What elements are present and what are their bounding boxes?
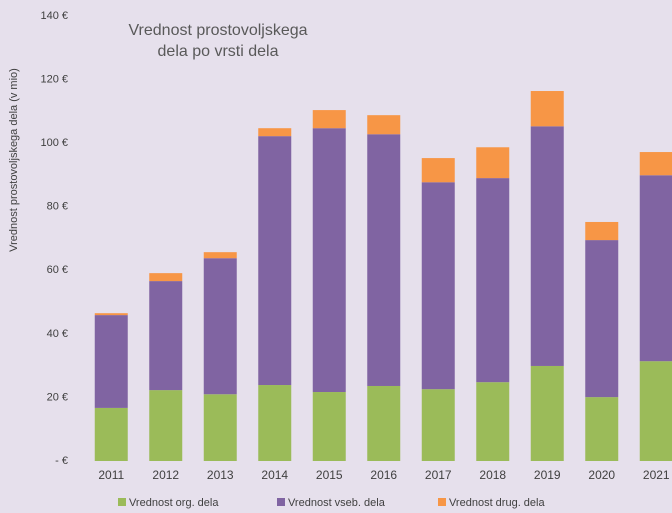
bar-segment — [94, 313, 128, 316]
bar-segment — [312, 128, 346, 393]
bar-segment — [312, 110, 346, 129]
x-tick-label: 2013 — [207, 468, 234, 482]
bar-segment — [367, 385, 401, 461]
bar-segment — [258, 136, 292, 386]
y-tick-label: 140 € — [40, 10, 68, 22]
x-tick-label: 2019 — [534, 468, 561, 482]
bar-segment — [585, 397, 619, 461]
bar-segment — [585, 221, 619, 241]
bar-segment — [530, 91, 564, 127]
y-axis-label: Vrednost prostovoljskega dela (v mio) — [8, 68, 20, 252]
bar-segment — [94, 315, 128, 408]
bar-segment — [476, 178, 510, 383]
y-tick-label: 80 € — [47, 201, 68, 213]
bar-segment — [258, 128, 292, 137]
bar-segment — [203, 394, 237, 461]
legend-swatch — [438, 498, 446, 506]
bar-segment — [421, 182, 455, 390]
bar-segment — [149, 390, 183, 461]
x-tick-label: 2016 — [370, 468, 397, 482]
legend-label: Vrednost vseb. dela — [288, 497, 386, 509]
chart-title: dela po vrsti dela — [158, 43, 279, 60]
bar-segment — [530, 126, 564, 366]
x-tick-label: 2020 — [588, 468, 615, 482]
x-tick-label: 2014 — [261, 468, 288, 482]
x-tick-label: 2021 — [643, 468, 670, 482]
bar-segment — [367, 134, 401, 386]
y-tick-label: - € — [55, 455, 68, 467]
bar-segment — [639, 152, 672, 176]
chart-title: Vrednost prostovoljskega — [128, 22, 307, 39]
bar-segment — [476, 147, 510, 179]
y-tick-label: 60 € — [47, 264, 68, 276]
bar-segment — [367, 115, 401, 135]
bar-segment — [639, 175, 672, 362]
bar-segment — [312, 392, 346, 461]
bar-segment — [94, 407, 128, 461]
bar-segment — [258, 385, 292, 461]
x-tick-label: 2017 — [425, 468, 452, 482]
x-tick-label: 2018 — [479, 468, 506, 482]
bar-segment — [585, 240, 619, 398]
y-tick-label: 100 € — [40, 137, 68, 149]
y-tick-label: 120 € — [40, 73, 68, 85]
legend-swatch — [277, 498, 285, 506]
bar-segment — [421, 389, 455, 461]
bar-segment — [203, 252, 237, 259]
legend-label: Vrednost drug. dela — [449, 497, 545, 509]
bar-segment — [639, 361, 672, 461]
y-tick-label: 40 € — [47, 328, 68, 340]
bar-segment — [149, 281, 183, 391]
y-tick-label: 20 € — [47, 391, 68, 403]
bar-segment — [149, 273, 183, 282]
bar-segment — [203, 258, 237, 395]
x-tick-label: 2011 — [98, 468, 124, 482]
bar-segment — [476, 382, 510, 461]
legend-label: Vrednost org. dela — [129, 497, 219, 509]
x-tick-label: 2012 — [152, 468, 179, 482]
x-tick-label: 2015 — [316, 468, 343, 482]
bar-segment — [421, 158, 455, 183]
legend-swatch — [118, 498, 126, 506]
bar-segment — [530, 365, 564, 461]
